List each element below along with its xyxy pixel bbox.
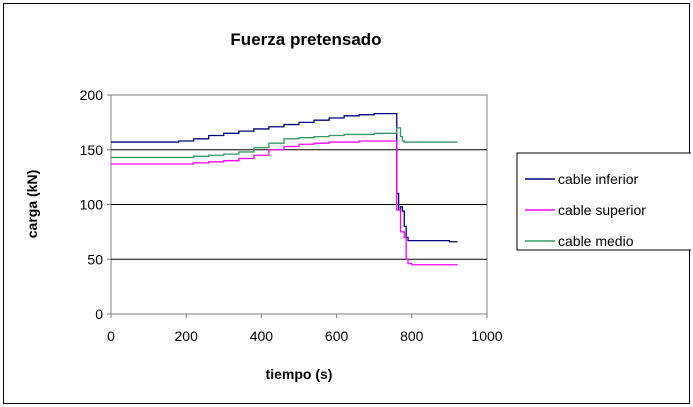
y-tick-label: 0 [95, 306, 103, 322]
x-tick-label: 600 [325, 328, 349, 344]
axis-ticks: 0 50 100 150 200 0 200 400 600 800 1000 [80, 87, 503, 344]
series-line-cable-medio [111, 127, 458, 159]
x-tick-label: 1000 [471, 328, 502, 344]
chart-svg: Fuerza pretensado 0 50 100 150 200 0 200 400 600… [24, 30, 691, 382]
series-line-cable-superior [111, 140, 458, 266]
y-tick-label: 200 [80, 87, 104, 103]
legend-label: cable superior [558, 202, 646, 218]
x-tick-label: 800 [400, 328, 424, 344]
legend-label: cable inferior [558, 171, 638, 187]
gridlines [111, 149, 487, 260]
legend-box [516, 152, 691, 251]
chart-frame: Fuerza pretensado 0 50 100 150 200 0 200 400 600… [3, 3, 691, 404]
y-tick-label: 150 [80, 142, 104, 158]
y-axis-label: carga (kN) [24, 170, 40, 238]
x-tick-label: 400 [250, 328, 274, 344]
x-axis-label: tiempo (s) [266, 366, 333, 382]
data-series [111, 112, 458, 266]
x-tick-label: 0 [107, 328, 115, 344]
y-tick-label: 50 [87, 251, 103, 267]
legend-label: cable medio [558, 233, 634, 249]
x-tick-label: 200 [175, 328, 199, 344]
legend: cable inferior cable superior cable medio [516, 152, 691, 251]
series-line-cable-inferior [111, 112, 458, 243]
y-tick-label: 100 [80, 197, 104, 213]
chart-title: Fuerza pretensado [230, 30, 381, 49]
